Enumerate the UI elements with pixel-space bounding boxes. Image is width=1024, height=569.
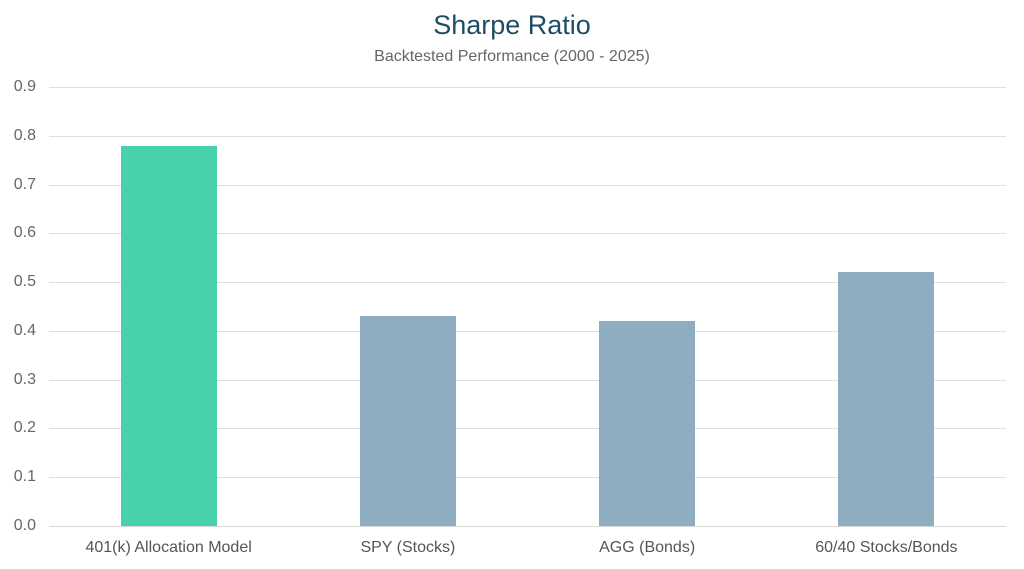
y-tick-label: 0.5 <box>13 273 36 291</box>
y-tick-label: 0.8 <box>13 126 36 144</box>
gridline <box>49 282 1006 284</box>
gridline <box>49 135 1006 137</box>
gridline <box>49 330 1006 332</box>
y-tick-label: 0.7 <box>13 175 36 193</box>
bar <box>838 272 935 526</box>
y-tick-label: 0.6 <box>13 224 36 242</box>
chart-title: Sharpe Ratio <box>433 10 591 40</box>
y-tick-label: 0.0 <box>13 517 36 534</box>
y-tick-label: 0.3 <box>13 370 36 388</box>
y-tick-label: 0.4 <box>13 321 36 339</box>
x-tick-label: AGG (Bonds) <box>599 539 696 556</box>
gridline <box>49 233 1006 235</box>
chart-subtitle: Backtested Performance (2000 - 2025) <box>374 48 650 65</box>
x-tick-label: 60/40 Stocks/Bonds <box>815 539 958 556</box>
y-tick-label: 0.2 <box>13 419 36 437</box>
plot-area <box>49 87 1006 527</box>
gridline <box>49 379 1006 381</box>
gridline <box>49 184 1006 186</box>
bar <box>599 321 696 526</box>
gridline <box>49 526 1006 527</box>
bar <box>359 316 456 526</box>
gridline <box>49 477 1006 479</box>
bar <box>120 145 217 526</box>
x-tick-label: 401(k) Allocation Model <box>85 539 252 556</box>
gridline <box>49 87 1006 88</box>
y-tick-label: 0.1 <box>13 468 36 486</box>
y-tick-label: 0.9 <box>13 78 36 95</box>
gridline <box>49 428 1006 430</box>
x-tick-label: SPY (Stocks) <box>360 539 456 556</box>
